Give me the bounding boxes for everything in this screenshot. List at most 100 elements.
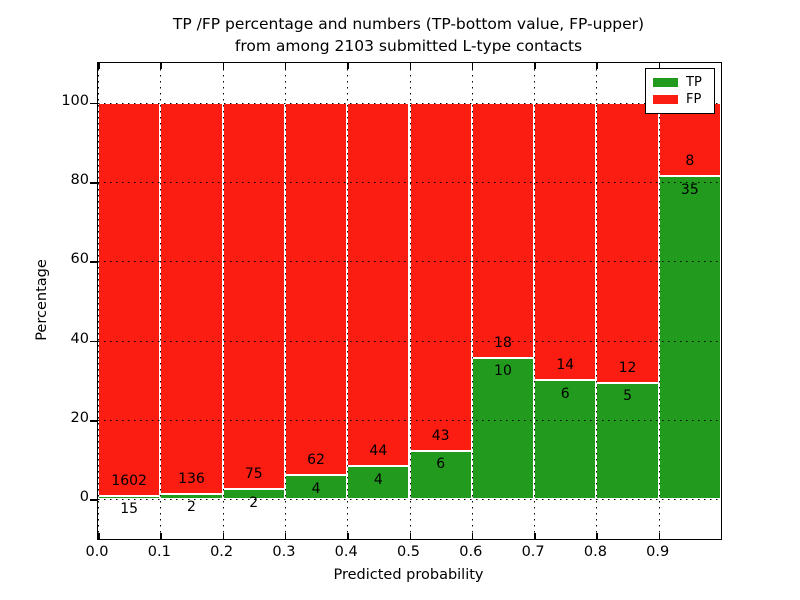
fp-count-label: 14 bbox=[556, 357, 575, 374]
tp-count-label: 2 bbox=[249, 494, 259, 511]
fp-count-label: 43 bbox=[431, 427, 450, 444]
x-tick-mark bbox=[222, 63, 225, 69]
legend-label-fp: FP bbox=[686, 91, 702, 107]
legend-entry-fp: FP bbox=[653, 91, 707, 107]
x-tick-mark bbox=[534, 63, 536, 69]
legend-label-tp: TP bbox=[686, 74, 702, 90]
fp-count-label: 136 bbox=[178, 470, 205, 487]
tp-count-label: 35 bbox=[680, 181, 699, 198]
fp-bar-segment bbox=[534, 102, 597, 381]
x-tick-label: 0.6 bbox=[459, 544, 483, 560]
y-tick-label: 40 bbox=[70, 330, 89, 347]
plot-area: TP FP 1602 15 136 2 75 2 62 4 44 4 43 6 18 10 14 6 12 5 8 3… bbox=[90, 62, 722, 540]
x-tick-label: 0.2 bbox=[210, 544, 234, 560]
x-tick-mark bbox=[471, 533, 474, 539]
v-gridline bbox=[347, 63, 349, 539]
tp-count-label: 4 bbox=[311, 480, 321, 497]
tp-bar-segment bbox=[534, 380, 597, 500]
y-tick-mark bbox=[90, 340, 97, 343]
x-tick-mark bbox=[222, 533, 225, 539]
x-tick-mark bbox=[160, 533, 162, 539]
v-gridline bbox=[596, 63, 598, 539]
v-gridline bbox=[409, 63, 411, 539]
fp-count-label: 44 bbox=[369, 443, 388, 460]
x-tick-label: 0.9 bbox=[646, 544, 670, 560]
tp-bar-segment bbox=[347, 466, 410, 500]
y-tick-label: 80 bbox=[70, 172, 89, 188]
y-tick-mark bbox=[90, 102, 97, 105]
y-tick-label: 100 bbox=[61, 92, 89, 109]
chart-title-line1: TP /FP percentage and numbers (TP-bottom… bbox=[172, 15, 645, 33]
x-tick-label: 0.3 bbox=[272, 544, 296, 560]
x-axis-label: Predicted probability bbox=[333, 567, 484, 583]
fp-bar-segment bbox=[409, 102, 472, 451]
v-gridline bbox=[222, 63, 224, 539]
fp-count-label: 75 bbox=[244, 465, 263, 482]
y-tick-label: 20 bbox=[70, 410, 89, 426]
fp-count-label: 8 bbox=[685, 153, 695, 170]
chart-title-line2: from among 2103 submitted L-type contact… bbox=[234, 37, 583, 55]
v-gridline bbox=[98, 63, 99, 539]
tp-bar-segment bbox=[409, 450, 472, 500]
y-tick-label: 60 bbox=[70, 251, 89, 268]
fp-bar-segment bbox=[98, 102, 161, 496]
x-tick-mark bbox=[409, 533, 411, 539]
tp-count-label: 4 bbox=[373, 471, 383, 488]
y-tick-mark bbox=[90, 182, 97, 184]
v-gridline bbox=[658, 63, 660, 539]
fp-count-label: 18 bbox=[494, 334, 512, 351]
x-tick-mark bbox=[471, 63, 474, 69]
v-gridline bbox=[284, 63, 286, 539]
fp-count-label: 1602 bbox=[111, 472, 147, 489]
x-tick-mark bbox=[347, 533, 349, 539]
x-tick-label: 0.4 bbox=[334, 544, 358, 560]
fp-color-swatch bbox=[653, 95, 678, 104]
tp-bar-segment bbox=[658, 176, 721, 500]
tp-bar-segment bbox=[471, 357, 535, 500]
fp-bar-segment bbox=[160, 102, 223, 494]
x-tick-label: 0.7 bbox=[521, 544, 545, 560]
fp-bar-segment bbox=[284, 102, 348, 476]
legend: TP FP bbox=[645, 68, 715, 114]
v-gridline bbox=[471, 63, 473, 539]
tp-count-label: 15 bbox=[120, 501, 139, 518]
fp-bar-segment bbox=[347, 102, 410, 467]
x-tick-mark bbox=[284, 63, 287, 69]
x-tick-mark bbox=[658, 63, 661, 69]
x-tick-mark bbox=[596, 63, 598, 69]
y-tick-mark bbox=[90, 261, 97, 263]
fp-bar-segment bbox=[222, 102, 285, 489]
x-tick-label: 0.8 bbox=[583, 544, 607, 560]
fp-count-label: 12 bbox=[618, 359, 637, 376]
y-axis-label: Percentage bbox=[34, 259, 50, 341]
x-tick-label: 0.1 bbox=[147, 544, 171, 560]
tp-count-label: 5 bbox=[623, 388, 632, 405]
tp-count-label: 6 bbox=[436, 456, 446, 473]
legend-entry-tp: TP bbox=[653, 74, 707, 90]
v-gridline bbox=[160, 63, 162, 539]
x-tick-mark bbox=[284, 533, 287, 539]
tp-count-label: 6 bbox=[560, 385, 570, 402]
x-tick-mark bbox=[534, 533, 536, 539]
tp-count-label: 2 bbox=[186, 499, 196, 516]
x-tick-mark bbox=[658, 533, 661, 539]
v-gridline bbox=[534, 63, 536, 539]
tp-count-label: 10 bbox=[494, 363, 512, 380]
x-tick-label: 0.0 bbox=[85, 544, 109, 560]
tp-bar-segment bbox=[596, 382, 659, 500]
x-tick-mark bbox=[409, 63, 411, 69]
fp-bar-segment bbox=[471, 102, 535, 358]
y-tick-label: 0 bbox=[79, 489, 89, 506]
tp-color-swatch bbox=[653, 78, 678, 87]
fp-count-label: 62 bbox=[307, 452, 325, 469]
x-tick-mark bbox=[98, 63, 100, 69]
chart-title: TP /FP percentage and numbers (TP-bottom… bbox=[97, 13, 720, 57]
x-tick-mark bbox=[160, 63, 162, 69]
fp-bar-segment bbox=[658, 102, 721, 177]
x-tick-mark bbox=[347, 63, 349, 69]
x-tick-mark bbox=[98, 533, 100, 539]
y-tick-mark bbox=[90, 420, 97, 422]
fp-bar-segment bbox=[596, 102, 659, 383]
y-tick-mark bbox=[90, 499, 97, 501]
